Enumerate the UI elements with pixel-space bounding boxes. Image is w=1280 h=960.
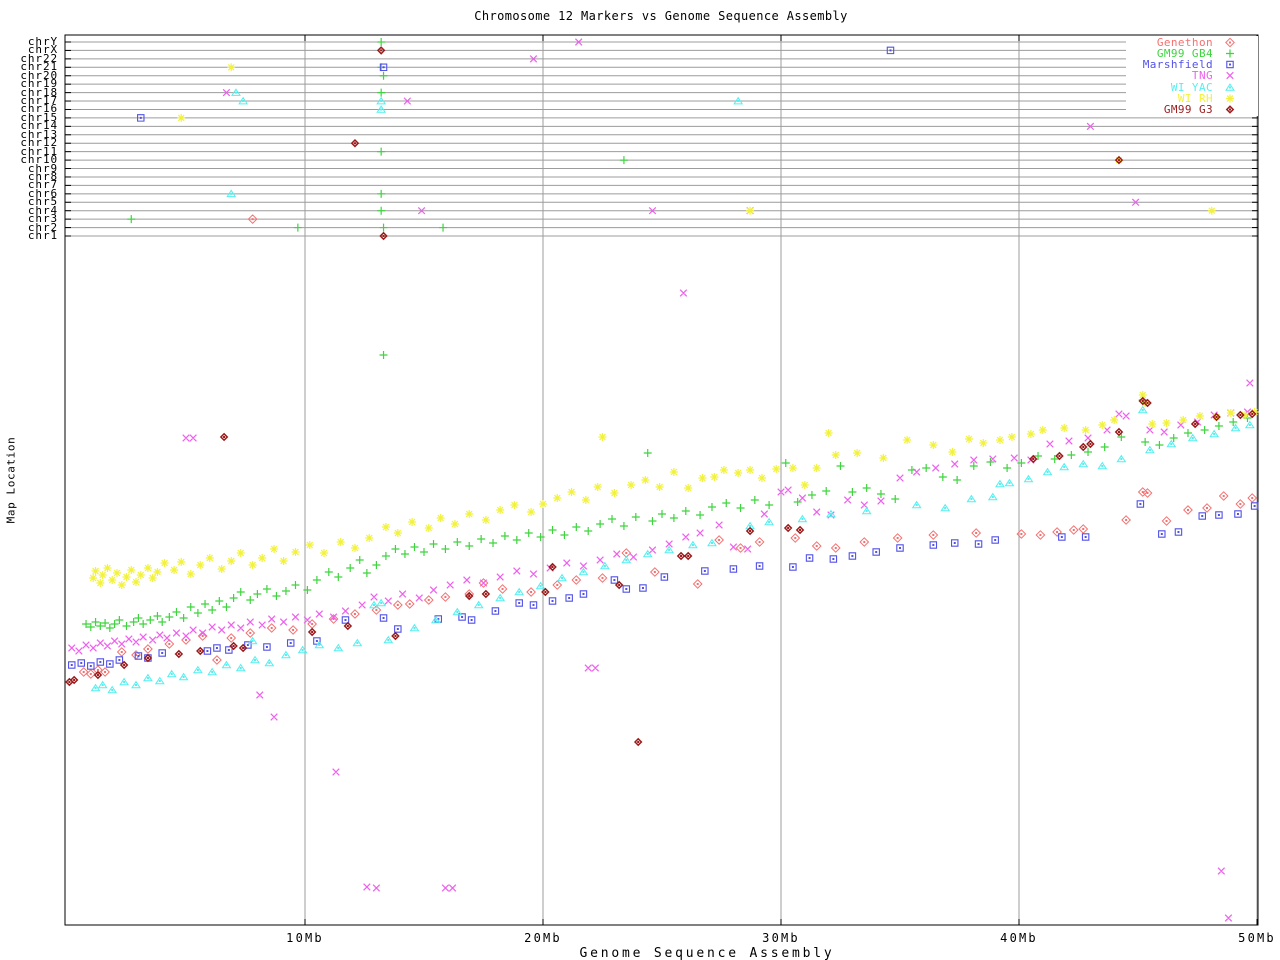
chr-axis-label-chr3: chr3 [27,212,58,226]
legend-item-gm99-g3: GM99 G3 [1126,102,1242,116]
chart-title: Chromosome 12 Markers vs Genome Sequence… [474,9,848,23]
chr-axis-label-chr8: chr8 [27,169,58,183]
open-square-dot-icon [1226,61,1234,69]
legend-item-gm99-gb4: GM99 GB4 [1126,47,1242,61]
x-tick-label-50Mb: 50Mb [1238,931,1276,945]
chr-axis-label-chr13: chr13 [20,127,58,141]
legend-item-tng: TNG [1126,69,1242,83]
legend-label: GM99 G3 [1163,102,1213,116]
chr-axis-label-chr10: chr10 [20,153,58,167]
asterisk-icon [1226,94,1234,103]
chr-axis-label-chrX: chrX [27,43,58,57]
chr-axis-label-chr2: chr2 [27,220,58,234]
legend-item-marshfield: Marshfield [1126,58,1242,72]
chr-axis-label-chr22: chr22 [20,51,58,65]
series-wi-yac [90,88,1255,694]
chr-axis-label-chr4: chr4 [27,203,58,217]
chr-axis-label-chr6: chr6 [27,186,58,200]
legend-item-wi-rh: WI RH [1126,91,1242,105]
scatter-points-layer [65,38,1259,922]
chr-axis-label-chr11: chr11 [20,144,58,158]
chr-axis-label-chrY: chrY [27,35,58,48]
chr-axis-label-chr21: chr21 [20,60,58,74]
series-marshfield [68,46,1259,670]
chr-axis-label-chr7: chr7 [27,178,58,192]
open-diamond-dot-icon [1225,37,1235,48]
legend-label: Marshfield [1142,58,1213,72]
chr-axis-label-chr17: chr17 [20,94,58,108]
x-tick-label-30Mb: 30Mb [762,931,800,945]
legend-label: Genethon [1156,36,1213,49]
cross-icon [1226,72,1234,80]
chr-axis-label-chr20: chr20 [20,68,58,82]
chr-axis-label-chr12: chr12 [20,136,58,150]
series-tng [68,38,1254,922]
plot-border [64,34,1259,926]
x-tick-label-40Mb: 40Mb [1000,931,1038,945]
legend-label: GM99 GB4 [1156,47,1213,61]
chr-axis-label-chr9: chr9 [27,161,58,175]
y-axis-label: Map Location [4,436,18,524]
x-tick-label-20Mb: 20Mb [524,931,562,945]
chr-axis-label-chr18: chr18 [20,85,58,99]
series-gm99-gb4 [82,38,1252,632]
chr-axis-label-chr15: chr15 [20,110,58,124]
small-diamond-dot-icon [1225,105,1235,114]
chr-axis-label-chr16: chr16 [20,102,58,116]
open-triangle-dot-icon [1225,82,1235,91]
gridlines [65,35,1258,925]
legend-item-wi-yac: WI YAC [1126,80,1242,94]
chr-axis-label-chr14: chr14 [20,119,58,133]
legend-label: TNG [1191,69,1213,83]
plus-icon [1226,49,1234,58]
series-gm99-g3 [65,46,1257,747]
chr-axis-label-chr19: chr19 [20,77,58,91]
legend-label: WI YAC [1170,80,1213,94]
chr-axis-label-chr1: chr1 [27,229,58,242]
legend-label: WI RH [1177,91,1213,105]
legend-item-genethon: Genethon [1126,36,1242,49]
chr-axis-label-chr5: chr5 [27,195,58,209]
series-wi-rh [89,63,1259,589]
legend: Genethon GM99 GB4 Marshfield TNG WI YAC WI RH… [1126,36,1258,116]
x-axis-label: Genome Sequence Assembly [579,946,835,960]
x-tick-label-10Mb: 10Mb [286,931,324,945]
